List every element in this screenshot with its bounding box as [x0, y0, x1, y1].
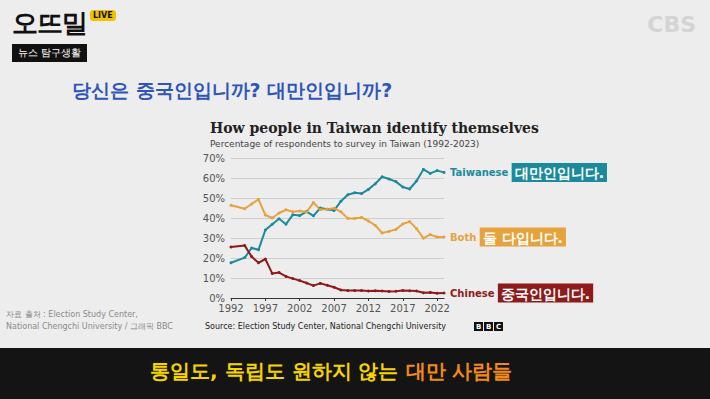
- svg-text:2007: 2007: [321, 303, 346, 314]
- svg-text:0%: 0%: [209, 292, 225, 304]
- svg-text:40%: 40%: [203, 213, 225, 224]
- html-text:뉴스 탐구생활: 뉴스 탐구생활: [18, 47, 82, 58]
- svg-text:둘 다입니다.: 둘 다입니다.: [483, 230, 563, 246]
- svg-text:2022: 2022: [424, 303, 449, 314]
- svg-text:70%: 70%: [203, 153, 225, 164]
- svg-text:Both: Both: [450, 232, 476, 243]
- svg-text:1992: 1992: [218, 303, 243, 314]
- svg-text:Percentage of respondents to s: Percentage of respondents to survey in T…: [210, 139, 479, 149]
- svg-text:1997: 1997: [253, 303, 278, 314]
- svg-text:B: B: [476, 323, 481, 331]
- svg-text:50%: 50%: [203, 193, 225, 204]
- svg-text:2002: 2002: [287, 303, 312, 314]
- html-text:LIVE: LIVE: [93, 11, 113, 20]
- svg-text:Chinese: Chinese: [450, 288, 495, 299]
- html-text:통일도, 독립도 원하지 않는 대만 사람들: 통일도, 독립도 원하지 않는 대만 사람들: [150, 359, 513, 383]
- html-text:당신은 중국인입니까? 대만인입니까?: 당신은 중국인입니까? 대만인입니까?: [72, 79, 393, 101]
- html-text:자료 출처 : Election Study Center,: 자료 출처 : Election Study Center,: [6, 310, 138, 319]
- svg-text:2012: 2012: [356, 303, 381, 314]
- svg-text:10%: 10%: [203, 273, 225, 284]
- svg-text:2017: 2017: [390, 303, 415, 314]
- svg-text:20%: 20%: [203, 253, 225, 264]
- svg-text:C: C: [496, 323, 501, 331]
- svg-text:30%: 30%: [203, 233, 225, 244]
- svg-text:대만인입니다.: 대만인입니다.: [515, 165, 604, 181]
- html-text:National Chengchi University /: National Chengchi University / 그래픽 BBC: [6, 322, 173, 331]
- svg-text:Source: Election Study Center,: Source: Election Study Center, National …: [205, 322, 446, 331]
- svg-text:How people in Taiwan identify: How people in Taiwan identify themselves: [210, 120, 539, 136]
- svg-text:중국인입니다.: 중국인입니다.: [501, 286, 590, 302]
- html-text:CBS: CBS: [647, 12, 696, 37]
- svg-text:B: B: [486, 323, 491, 331]
- svg-text:60%: 60%: [203, 173, 225, 184]
- html-text:오뜨밀: 오뜨밀: [12, 8, 87, 38]
- svg-text:Taiwanese: Taiwanese: [450, 167, 509, 178]
